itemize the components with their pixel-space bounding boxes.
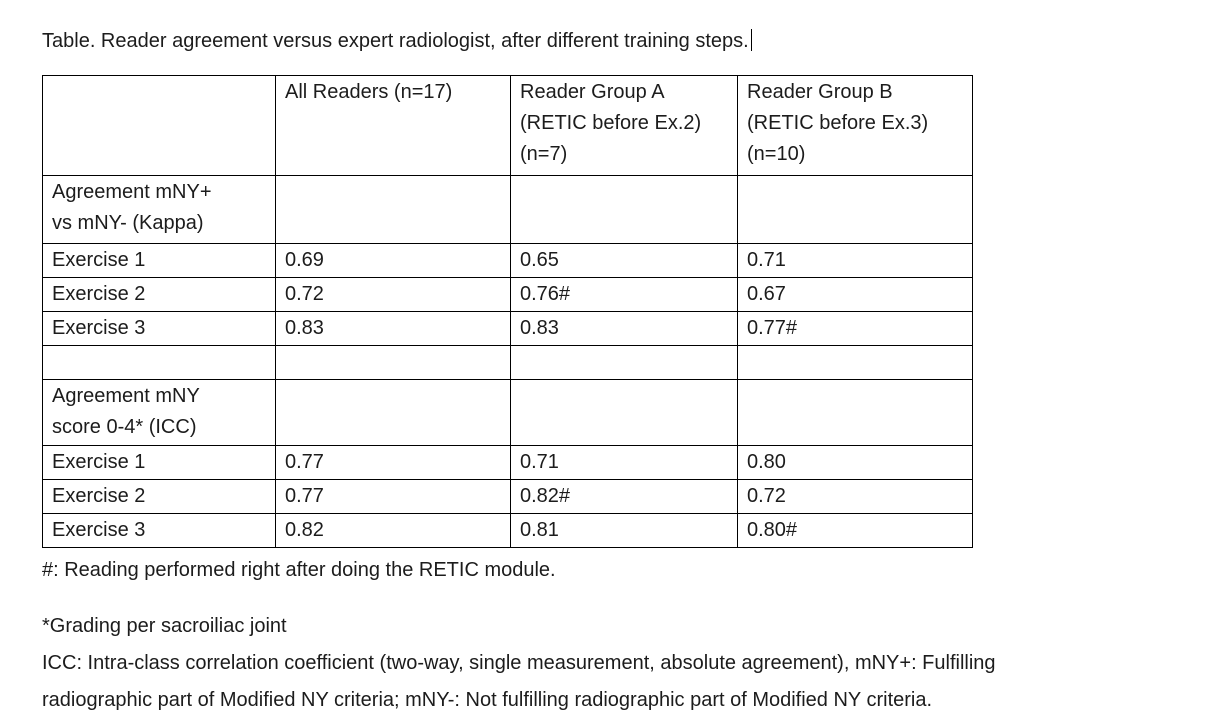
- value-cell[interactable]: 0.77#: [737, 311, 973, 346]
- value-cell[interactable]: 0.65: [510, 243, 738, 278]
- header-cell-group-b[interactable]: Reader Group B (RETIC before Ex.3) (n=10…: [737, 75, 973, 176]
- value-cell[interactable]: 0.77: [275, 445, 511, 480]
- table-row-kappa-ex3: Exercise 3 0.83 0.83 0.77#: [42, 311, 973, 346]
- value-cell[interactable]: 0.80: [737, 445, 973, 480]
- value-cell[interactable]: 0.80#: [737, 513, 973, 548]
- text-cursor: [750, 29, 753, 51]
- value-cell[interactable]: 0.77: [275, 479, 511, 514]
- row-label-cell[interactable]: Exercise 3: [42, 311, 276, 346]
- value-cell[interactable]: [510, 345, 738, 380]
- row-label-cell[interactable]: Agreement mNY score 0-4* (ICC): [42, 379, 276, 446]
- value-cell[interactable]: 0.67: [737, 277, 973, 312]
- table-caption: Table. Reader agreement versus expert ra…: [42, 28, 1201, 54]
- value-cell[interactable]: [275, 379, 511, 446]
- value-cell[interactable]: 0.71: [510, 445, 738, 480]
- table-header-row: All Readers (n=17) Reader Group A (RETIC…: [42, 75, 973, 176]
- row-label-cell[interactable]: [42, 345, 276, 380]
- header-cell-empty[interactable]: [42, 75, 276, 176]
- value-cell[interactable]: [275, 175, 511, 244]
- value-cell[interactable]: 0.81: [510, 513, 738, 548]
- table-row-kappa-ex1: Exercise 1 0.69 0.65 0.71: [42, 243, 973, 278]
- value-cell[interactable]: 0.83: [510, 311, 738, 346]
- value-cell[interactable]: [737, 345, 973, 380]
- footnote-icc: ICC: Intra-class correlation coefficient…: [42, 652, 996, 711]
- value-cell[interactable]: 0.82#: [510, 479, 738, 514]
- row-label-cell[interactable]: Agreement mNY+ vs mNY- (Kappa): [42, 175, 276, 244]
- table-row-icc-ex3: Exercise 3 0.82 0.81 0.80#: [42, 513, 973, 548]
- footnote-block: *Grading per sacroiliac joint ICC: Intra…: [42, 608, 1201, 719]
- table-row-icc-ex1: Exercise 1 0.77 0.71 0.80: [42, 445, 973, 480]
- header-cell-all-readers[interactable]: All Readers (n=17): [275, 75, 511, 176]
- value-cell[interactable]: [275, 345, 511, 380]
- row-label-cell[interactable]: Exercise 1: [42, 243, 276, 278]
- value-cell[interactable]: 0.72: [275, 277, 511, 312]
- value-cell[interactable]: [737, 175, 973, 244]
- value-cell[interactable]: 0.71: [737, 243, 973, 278]
- table-row-kappa-ex2: Exercise 2 0.72 0.76# 0.67: [42, 277, 973, 312]
- header-cell-group-a[interactable]: Reader Group A (RETIC before Ex.2) (n=7): [510, 75, 738, 176]
- table-row-spacer: [42, 345, 973, 380]
- reader-agreement-table: All Readers (n=17) Reader Group A (RETIC…: [42, 75, 973, 548]
- value-cell[interactable]: 0.83: [275, 311, 511, 346]
- value-cell[interactable]: [737, 379, 973, 446]
- table-row-icc-section: Agreement mNY score 0-4* (ICC): [42, 379, 973, 446]
- footnote-asterisk: *Grading per sacroiliac joint: [42, 615, 287, 637]
- table-row-kappa-section: Agreement mNY+ vs mNY- (Kappa): [42, 175, 973, 244]
- row-label-cell[interactable]: Exercise 2: [42, 479, 276, 514]
- value-cell[interactable]: 0.76#: [510, 277, 738, 312]
- value-cell[interactable]: [510, 175, 738, 244]
- table-caption-text: Table. Reader agreement versus expert ra…: [42, 30, 749, 52]
- value-cell[interactable]: 0.69: [275, 243, 511, 278]
- value-cell[interactable]: 0.82: [275, 513, 511, 548]
- table-row-icc-ex2: Exercise 2 0.77 0.82# 0.72: [42, 479, 973, 514]
- row-label-cell[interactable]: Exercise 2: [42, 277, 276, 312]
- row-label-cell[interactable]: Exercise 3: [42, 513, 276, 548]
- value-cell[interactable]: [510, 379, 738, 446]
- value-cell[interactable]: 0.72: [737, 479, 973, 514]
- footnote-hash: #: Reading performed right after doing t…: [42, 559, 556, 581]
- row-label-cell[interactable]: Exercise 1: [42, 445, 276, 480]
